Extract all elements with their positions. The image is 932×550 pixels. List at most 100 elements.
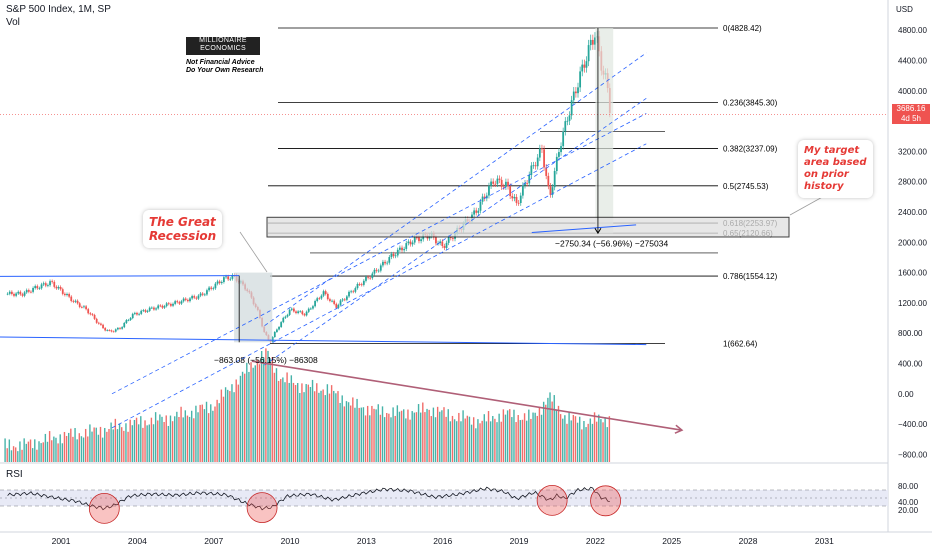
candle-body [494,183,497,185]
volume-bar [284,382,286,462]
candle-body [420,239,423,242]
volume-bar [129,419,131,462]
candle-body [532,165,535,167]
candle-body [121,327,124,329]
volume-bar [602,422,604,462]
candle-body [307,308,310,312]
volume-bar [483,414,485,462]
volume-bar [182,417,184,462]
volume-bar [42,442,44,462]
candle-body [333,300,336,304]
volume-bar [25,443,27,462]
volume-bar [180,406,182,462]
fib-level-label: 0.236(3845.30) [723,98,778,107]
candle-body [104,328,107,331]
volume-bar [576,422,579,462]
volume-bar [460,421,462,462]
volume-bar [207,413,210,462]
volume-bar [379,414,382,462]
candle-body [577,87,579,94]
volume-bar [303,392,305,462]
candle-body [144,310,147,312]
candle-body [21,294,24,296]
candle-body [197,295,200,299]
volume-bar [195,405,197,462]
candle-body [290,308,293,310]
volume-bar [282,377,284,462]
candle-body [545,167,548,176]
volume-bar [84,428,87,462]
volume-bar [475,428,477,462]
volume-bar [536,415,538,462]
rsi-label[interactable]: RSI [6,469,23,480]
volume-bar [82,437,85,462]
volume-bar [608,416,611,462]
time-axis-tick-label: 2025 [662,536,681,546]
candle-body [284,316,287,318]
candle-body [519,195,522,203]
candle-body [390,253,393,258]
volume-bar [252,367,254,462]
candle-body [157,305,160,309]
candle-body [55,286,58,289]
price-axis-tick-label: 4800.00 [898,26,927,35]
candle-body [292,308,295,312]
volume-bar [356,398,358,462]
volume-bar [521,419,524,462]
volume-bar [568,412,570,462]
candle-body [538,148,541,158]
candle-body [189,298,191,302]
candle-body [534,165,537,167]
volume-bar [184,410,187,462]
candle-body [345,296,348,300]
candle-body [411,242,414,245]
volume-bar [273,372,276,462]
volume-trendline-arrowhead [674,424,684,434]
volume-bar [430,416,432,462]
candle-body [526,183,529,184]
candle-body [314,300,316,307]
candle-body [415,237,418,239]
volume-label[interactable]: Vol [6,17,20,28]
volume-bar [112,429,114,462]
volume-bar [199,404,201,462]
volume-bar [386,412,388,462]
candle-body [273,331,276,338]
candle-body [326,293,329,300]
candle-body [348,291,350,297]
volume-bar [27,441,30,462]
volume-bar [275,368,278,462]
candle-body [388,257,391,263]
candle-body [502,186,505,188]
price-axis-tick-label: 800.00 [898,329,923,338]
volume-bar [6,448,8,462]
candle-body [555,156,558,172]
volume-bar [10,450,13,462]
volume-bar [451,415,454,462]
volume-bar [178,417,180,462]
candle-body [386,262,389,264]
volume-bar [447,409,449,462]
volume-bar [540,414,543,462]
volume-bar [63,431,66,462]
volume-bar [330,385,333,462]
volume-bar [188,416,191,462]
volume-bar [403,409,405,462]
candle-body [78,303,81,307]
volume-bar [154,412,157,462]
volume-bar [222,396,225,462]
volume-bar [294,385,297,462]
candle-body [25,290,28,293]
candle-body [558,152,560,157]
volume-bar [511,417,513,462]
volume-bar [559,414,562,462]
candle-body [214,283,217,289]
candle-body [61,289,64,294]
candle-body [511,196,514,199]
volume-bar [360,407,363,462]
symbol-title[interactable]: S&P 500 Index, 1M, SP [6,4,111,15]
volume-bar [99,426,102,462]
channel-line [111,143,647,429]
candle-body [553,171,556,188]
